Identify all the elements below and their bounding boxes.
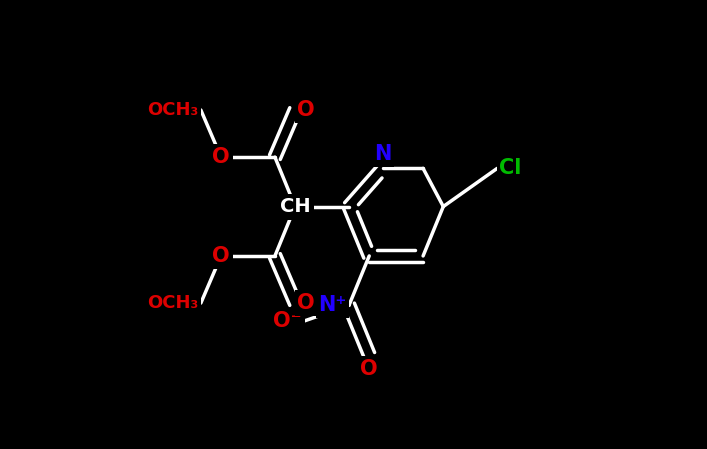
- Text: N⁺: N⁺: [318, 295, 346, 315]
- Text: O: O: [298, 293, 315, 313]
- Text: OCH₃: OCH₃: [147, 294, 199, 312]
- Text: N: N: [374, 144, 392, 164]
- Text: O: O: [361, 359, 378, 379]
- Text: O: O: [298, 100, 315, 120]
- Text: CH: CH: [280, 197, 310, 216]
- Text: Cl: Cl: [499, 158, 522, 178]
- Text: O⁻: O⁻: [273, 311, 302, 331]
- Text: O: O: [212, 246, 230, 266]
- Text: O: O: [212, 147, 230, 167]
- Text: OCH₃: OCH₃: [147, 101, 199, 119]
